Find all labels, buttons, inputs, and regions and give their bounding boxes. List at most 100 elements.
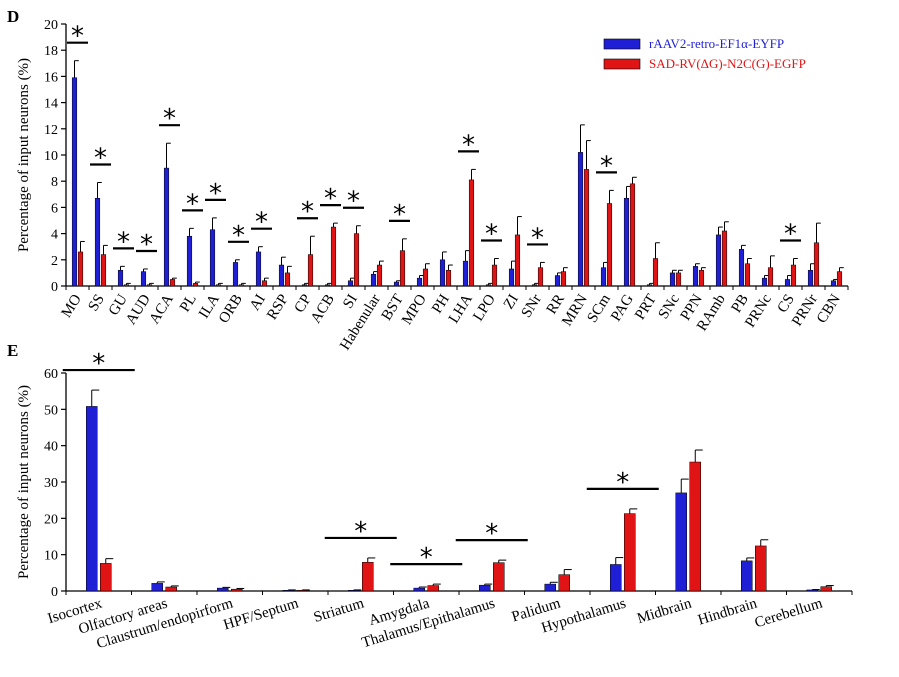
panel-letter: E — [7, 341, 18, 360]
significance-star: * — [94, 144, 107, 174]
bar-series-2-snr — [537, 267, 544, 287]
bar-series-2-scm — [606, 203, 613, 287]
y-tick-label: 10 — [44, 149, 58, 164]
category-label: PRNr — [789, 292, 821, 329]
category-label: LPO — [470, 292, 499, 325]
bar-series-2-palidum — [558, 574, 570, 592]
category-label: ACA — [147, 292, 177, 327]
category-label: PL — [177, 292, 200, 315]
y-tick-label: 2 — [51, 254, 58, 269]
significance-star: * — [485, 519, 498, 549]
category-label: PRT — [632, 292, 660, 323]
y-axis-label: Percentage of input neurons (%) — [16, 385, 32, 579]
category-label: MRN — [559, 292, 591, 330]
bar-series-2-midbrain — [689, 461, 701, 592]
bar-series-2-striatum — [362, 562, 374, 592]
bar-series-2-prt — [652, 258, 659, 287]
panel-d-chart: D 0 2 4 6 8 10 12 14 16 18 20 Percentage of input ne… — [7, 7, 849, 353]
y-tick-label: 20 — [44, 512, 58, 527]
bar-series-2-mo — [77, 251, 84, 287]
y-tick-label: 0 — [51, 585, 58, 600]
bar-series-2-aca — [169, 279, 176, 287]
significance-star: * — [232, 221, 245, 251]
bar-series-1-prnr — [807, 270, 814, 287]
bar-series-1-ila — [209, 229, 216, 287]
bar-series-2-ph — [445, 270, 452, 287]
category-label: CBN — [814, 292, 844, 327]
bar-series-2-cerebellum — [820, 586, 832, 592]
bar-series-1-olfactory-areas — [151, 583, 163, 592]
y-tick-label: 14 — [44, 97, 58, 112]
y-tick-label: 6 — [51, 201, 58, 216]
category-label: SNc — [656, 291, 683, 322]
bar-series-1-ss — [94, 197, 101, 287]
category-label: SS — [85, 292, 107, 315]
bar-series-1-pl — [186, 235, 193, 287]
bar-series-1-cbn — [830, 280, 837, 287]
panel-e-chart: E 0 10 20 30 40 50 60 Percentage of input neuron… — [7, 341, 853, 652]
y-tick-label: 60 — [44, 367, 58, 382]
bar-series-1-isocortex — [86, 406, 98, 592]
bar-series-1-amygdala — [413, 587, 425, 592]
bar-series-2-bst — [399, 250, 406, 287]
bar-series-2-habenular — [376, 264, 383, 287]
bar-series-1-midbrain — [675, 492, 687, 592]
bar-series-2-hypothalamus — [624, 513, 636, 592]
bar-series-2-gu — [123, 284, 130, 287]
significance-star: * — [117, 227, 130, 257]
bar-series-2-thalamus-epithalamus — [493, 562, 505, 592]
bar-series-1-scm — [600, 267, 607, 287]
category-label: Midbrain — [635, 595, 694, 627]
y-tick-label: 8 — [51, 175, 58, 190]
bar-series-2-snc — [675, 272, 682, 287]
bar-series-1-hindbrain — [741, 560, 753, 592]
category-label: Striatum — [312, 595, 366, 626]
bar-series-2-mrn — [583, 169, 590, 287]
bar-series-1-rr — [554, 275, 561, 287]
bar-series-2-ppn — [698, 270, 705, 287]
bar-series-2-lpo — [491, 264, 498, 287]
bar-series-2-zi — [514, 234, 521, 287]
significance-star: * — [354, 517, 367, 547]
category-label: Cerebellum — [753, 595, 825, 631]
category-label: SCm — [584, 291, 614, 325]
bar-series-1-ai — [255, 251, 262, 287]
y-tick-label: 40 — [44, 440, 58, 455]
significance-star: * — [616, 468, 629, 498]
bar-series-2-prnc — [767, 267, 774, 287]
bar-series-1-rsp — [278, 264, 285, 287]
bar-series-1-cp — [301, 284, 308, 287]
significance-star: * — [531, 223, 544, 253]
bar-series-1-zi — [508, 268, 515, 287]
bar-series-1-prnc — [761, 277, 768, 287]
bar-series-1-ph — [439, 259, 446, 287]
significance-star: * — [92, 349, 105, 379]
significance-star: * — [186, 189, 199, 219]
bar-series-1-ppn — [692, 266, 699, 287]
category-label: ACB — [308, 292, 338, 327]
bar-series-2-acb — [330, 226, 337, 287]
category-label: AI — [247, 292, 269, 314]
category-label: SI — [340, 292, 361, 312]
bar-series-1-bst — [393, 281, 400, 287]
bar-series-2-ila — [215, 284, 222, 287]
bar-series-1-lpo — [485, 284, 492, 287]
bar-series-1-palidum — [544, 583, 556, 592]
significance-star: * — [209, 179, 222, 209]
bar-series-2-mpo — [422, 268, 429, 287]
panel-letter: D — [7, 7, 19, 26]
bar-series-1-snc — [669, 272, 676, 287]
significance-star: * — [71, 22, 84, 52]
bar-series-2-prnr — [813, 242, 820, 287]
bar-series-2-ss — [100, 254, 107, 287]
bar-series-2-claustrum-endopirform — [231, 588, 243, 592]
bar-series-2-si — [353, 233, 360, 287]
y-tick-label: 12 — [44, 123, 58, 138]
significance-star: * — [485, 219, 498, 249]
bar-series-1-ramb — [715, 234, 722, 287]
bar-series-1-acb — [324, 284, 331, 287]
bar-series-2-pb — [744, 263, 751, 287]
significance-star: * — [784, 219, 797, 249]
bar-series-1-prt — [646, 284, 653, 287]
